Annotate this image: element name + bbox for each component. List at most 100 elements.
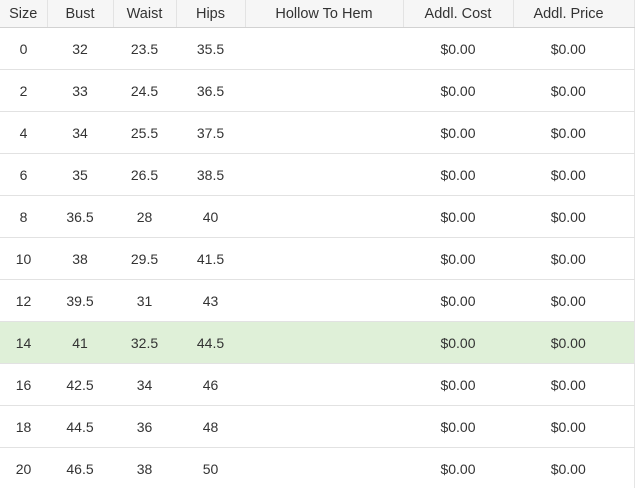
cell-addl_cost: $0.00 [403, 405, 513, 448]
cell-size: 20 [0, 447, 47, 488]
cell-waist: 36 [113, 405, 176, 448]
cell-waist: 25.5 [113, 111, 176, 154]
cell-bust: 44.5 [47, 405, 113, 448]
cell-hips: 46 [176, 363, 245, 406]
cell-hollow_to_hem [245, 153, 403, 196]
column-header-addl-cost: Addl. Cost [402, 0, 513, 28]
column-header-hips: Hips [175, 0, 245, 28]
cell-size: 16 [0, 363, 47, 406]
cell-size: 14 [0, 321, 47, 364]
cell-hips: 36.5 [176, 69, 245, 112]
size-row-16[interactable]: 16 42.5 34 46 $0.00 $0.00 [0, 363, 634, 406]
cell-size: 18 [0, 405, 47, 448]
cell-hips: 50 [176, 447, 245, 488]
cell-hips: 41.5 [176, 237, 245, 280]
cell-hips: 35.5 [176, 27, 245, 70]
cell-addl_price: $0.00 [513, 447, 634, 488]
cell-size: 4 [0, 111, 47, 154]
column-header-size: Size [0, 0, 47, 28]
cell-hollow_to_hem [245, 447, 403, 488]
cell-addl_price: $0.00 [513, 27, 634, 70]
cell-addl_price: $0.00 [513, 195, 634, 238]
size-row-14[interactable]: 14 41 32.5 44.5 $0.00 $0.00 [0, 321, 634, 364]
cell-addl_price: $0.00 [513, 363, 634, 406]
cell-addl_cost: $0.00 [403, 321, 513, 364]
column-header-addl-price: Addl. Price [512, 0, 634, 28]
cell-waist: 24.5 [113, 69, 176, 112]
cell-bust: 39.5 [47, 279, 113, 322]
size-row-18[interactable]: 18 44.5 36 48 $0.00 $0.00 [0, 405, 634, 448]
cell-addl_price: $0.00 [513, 321, 634, 364]
cell-hollow_to_hem [245, 405, 403, 448]
cell-waist: 34 [113, 363, 176, 406]
cell-size: 12 [0, 279, 47, 322]
cell-hollow_to_hem [245, 195, 403, 238]
cell-bust: 34 [47, 111, 113, 154]
size-row-4[interactable]: 4 34 25.5 37.5 $0.00 $0.00 [0, 111, 634, 154]
cell-waist: 29.5 [113, 237, 176, 280]
cell-size: 6 [0, 153, 47, 196]
cell-addl_cost: $0.00 [403, 279, 513, 322]
cell-size: 2 [0, 69, 47, 112]
cell-waist: 26.5 [113, 153, 176, 196]
cell-hips: 40 [176, 195, 245, 238]
column-header-hollow-to-hem: Hollow To Hem [244, 0, 403, 28]
cell-addl_price: $0.00 [513, 153, 634, 196]
cell-waist: 23.5 [113, 27, 176, 70]
cell-addl_cost: $0.00 [403, 153, 513, 196]
cell-bust: 41 [47, 321, 113, 364]
cell-bust: 35 [47, 153, 113, 196]
cell-addl_cost: $0.00 [403, 363, 513, 406]
cell-hollow_to_hem [245, 279, 403, 322]
cell-hips: 37.5 [176, 111, 245, 154]
cell-addl_price: $0.00 [513, 405, 634, 448]
cell-hips: 48 [176, 405, 245, 448]
cell-size: 10 [0, 237, 47, 280]
cell-waist: 32.5 [113, 321, 176, 364]
cell-size: 0 [0, 27, 47, 70]
cell-addl_price: $0.00 [513, 279, 634, 322]
cell-hollow_to_hem [245, 237, 403, 280]
size-chart-header: Size Bust Waist Hips Hollow To Hem Addl.… [0, 0, 634, 28]
cell-bust: 46.5 [47, 447, 113, 488]
cell-addl_cost: $0.00 [403, 447, 513, 488]
cell-hollow_to_hem [245, 111, 403, 154]
size-row-2[interactable]: 2 33 24.5 36.5 $0.00 $0.00 [0, 69, 634, 112]
cell-hollow_to_hem [245, 69, 403, 112]
cell-addl_cost: $0.00 [403, 69, 513, 112]
cell-hips: 38.5 [176, 153, 245, 196]
cell-hips: 43 [176, 279, 245, 322]
cell-bust: 32 [47, 27, 113, 70]
cell-waist: 31 [113, 279, 176, 322]
cell-addl_price: $0.00 [513, 237, 634, 280]
cell-addl_price: $0.00 [513, 111, 634, 154]
cell-bust: 42.5 [47, 363, 113, 406]
cell-addl_cost: $0.00 [403, 237, 513, 280]
cell-addl_cost: $0.00 [403, 111, 513, 154]
cell-bust: 36.5 [47, 195, 113, 238]
header-row: Size Bust Waist Hips Hollow To Hem Addl.… [0, 0, 634, 28]
cell-addl_cost: $0.00 [403, 27, 513, 70]
size-chart-body: 0 32 23.5 35.5 $0.00 $0.00 2 33 24.5 36.5 $0.00 $0.… [0, 27, 634, 488]
size-row-8[interactable]: 8 36.5 28 40 $0.00 $0.00 [0, 195, 634, 238]
cell-bust: 33 [47, 69, 113, 112]
size-row-10[interactable]: 10 38 29.5 41.5 $0.00 $0.00 [0, 237, 634, 280]
cell-waist: 28 [113, 195, 176, 238]
column-header-waist: Waist [112, 0, 176, 28]
size-row-20[interactable]: 20 46.5 38 50 $0.00 $0.00 [0, 447, 634, 488]
cell-hips: 44.5 [176, 321, 245, 364]
cell-hollow_to_hem [245, 321, 403, 364]
cell-addl_cost: $0.00 [403, 195, 513, 238]
cell-waist: 38 [113, 447, 176, 488]
cell-bust: 38 [47, 237, 113, 280]
cell-size: 8 [0, 195, 47, 238]
cell-hollow_to_hem [245, 27, 403, 70]
size-row-6[interactable]: 6 35 26.5 38.5 $0.00 $0.00 [0, 153, 634, 196]
cell-addl_price: $0.00 [513, 69, 634, 112]
cell-hollow_to_hem [245, 363, 403, 406]
column-header-bust: Bust [46, 0, 113, 28]
size-row-0[interactable]: 0 32 23.5 35.5 $0.00 $0.00 [0, 27, 634, 70]
size-row-12[interactable]: 12 39.5 31 43 $0.00 $0.00 [0, 279, 634, 322]
